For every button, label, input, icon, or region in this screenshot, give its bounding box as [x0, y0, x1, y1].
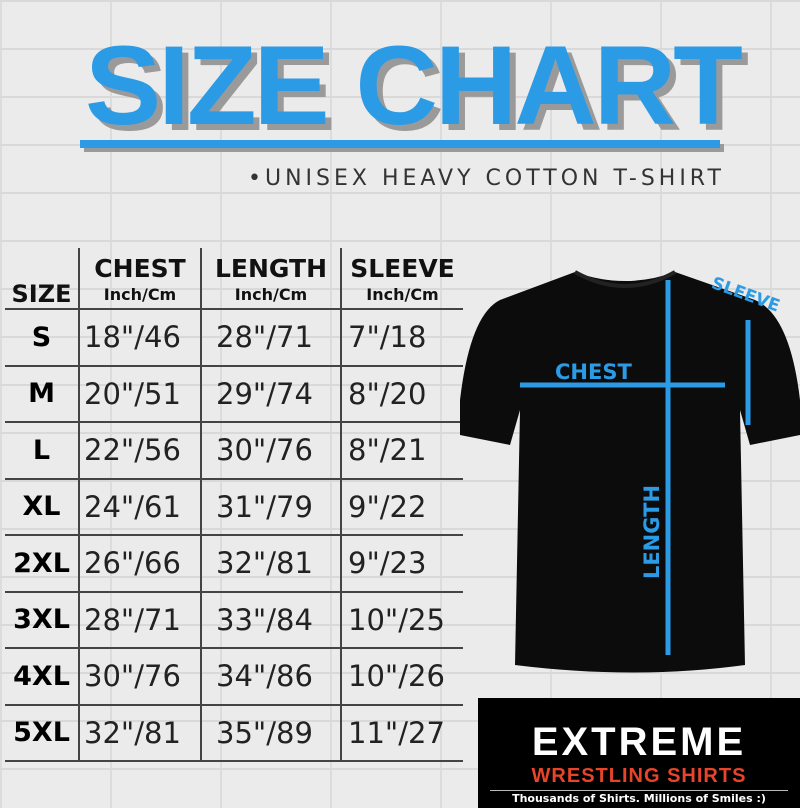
cell-chest: 22"/56 — [78, 423, 200, 478]
brand-logo: EXTREME WRESTLING SHIRTS Thousands of Sh… — [478, 698, 800, 808]
cell-size: 3XL — [13, 604, 70, 636]
cell-sleeve: 8"/20 — [340, 366, 463, 421]
title-underline — [80, 140, 720, 148]
header-sleeve: SLEEVE — [350, 254, 455, 283]
logo-line2: WRESTLING SHIRTS — [531, 765, 747, 787]
header-chest-unit: Inch/Cm — [103, 285, 177, 304]
cell-size: 5XL — [13, 717, 70, 749]
cell-chest: 30"/76 — [78, 649, 200, 704]
tshirt-shape — [460, 272, 800, 673]
page-title: SIZE CHART — [85, 23, 743, 148]
cell-length: 35"/89 — [200, 705, 340, 760]
cell-size: M — [28, 378, 55, 410]
cell-length: 28"/71 — [200, 310, 340, 365]
cell-size: 2XL — [13, 547, 70, 579]
cell-chest: 20"/51 — [78, 366, 200, 421]
header-sleeve-unit: Inch/Cm — [366, 285, 439, 304]
tshirt-diagram — [460, 270, 800, 673]
cell-length: 34"/86 — [200, 649, 340, 704]
cell-length: 29"/74 — [200, 366, 340, 421]
table-row: XL 24"/61 31"/79 9"/22 — [5, 479, 463, 536]
table-row: L 22"/56 30"/76 8"/21 — [5, 423, 463, 480]
cell-sleeve: 9"/22 — [340, 479, 463, 534]
cell-sleeve: 11"/27 — [340, 705, 463, 760]
cell-sleeve: 9"/23 — [340, 536, 463, 591]
table-row: 2XL 26"/66 32"/81 9"/23 — [5, 536, 463, 593]
chest-label: CHEST — [555, 360, 632, 384]
subtitle: •UNISEX HEAVY COTTON T-SHIRT — [248, 166, 725, 191]
cell-sleeve: 8"/21 — [340, 423, 463, 478]
cell-sleeve: 7"/18 — [340, 310, 463, 365]
cell-chest: 28"/71 — [78, 592, 200, 647]
cell-size: S — [31, 321, 52, 353]
cell-length: 33"/84 — [200, 592, 340, 647]
cell-chest: 24"/61 — [78, 479, 200, 534]
table-row: 3XL 28"/71 33"/84 10"/25 — [5, 592, 463, 649]
length-label: LENGTH — [640, 484, 665, 580]
logo-line1: EXTREME — [531, 720, 747, 764]
cell-size: 4XL — [13, 660, 70, 692]
table-row: M 20"/51 29"/74 8"/20 — [5, 366, 463, 423]
cell-length: 32"/81 — [200, 536, 340, 591]
cell-sleeve: 10"/26 — [340, 649, 463, 704]
size-table: SIZE CHEST Inch/Cm LENGTH Inch/Cm SLEEVE In… — [5, 248, 463, 762]
table-row: 4XL 30"/76 34"/86 10"/26 — [5, 649, 463, 706]
header-chest: CHEST — [94, 254, 186, 283]
cell-length: 30"/76 — [200, 423, 340, 478]
table-row: 5XL 32"/81 35"/89 11"/27 — [5, 705, 463, 762]
cell-sleeve: 10"/25 — [340, 592, 463, 647]
header-length: LENGTH — [215, 254, 327, 283]
cell-chest: 18"/46 — [78, 310, 200, 365]
header-length-unit: Inch/Cm — [234, 285, 308, 304]
table-header: SIZE CHEST Inch/Cm LENGTH Inch/Cm SLEEVE In… — [5, 248, 463, 310]
cell-length: 31"/79 — [200, 479, 340, 534]
cell-chest: 32"/81 — [78, 705, 200, 760]
logo-tagline: Thousands of Shirts. Millions of Smiles … — [490, 790, 788, 805]
cell-size: XL — [22, 491, 61, 523]
cell-chest: 26"/66 — [78, 536, 200, 591]
cell-size: L — [32, 434, 51, 466]
header-size: SIZE — [11, 280, 72, 308]
table-row: S 18"/46 28"/71 7"/18 — [5, 310, 463, 367]
